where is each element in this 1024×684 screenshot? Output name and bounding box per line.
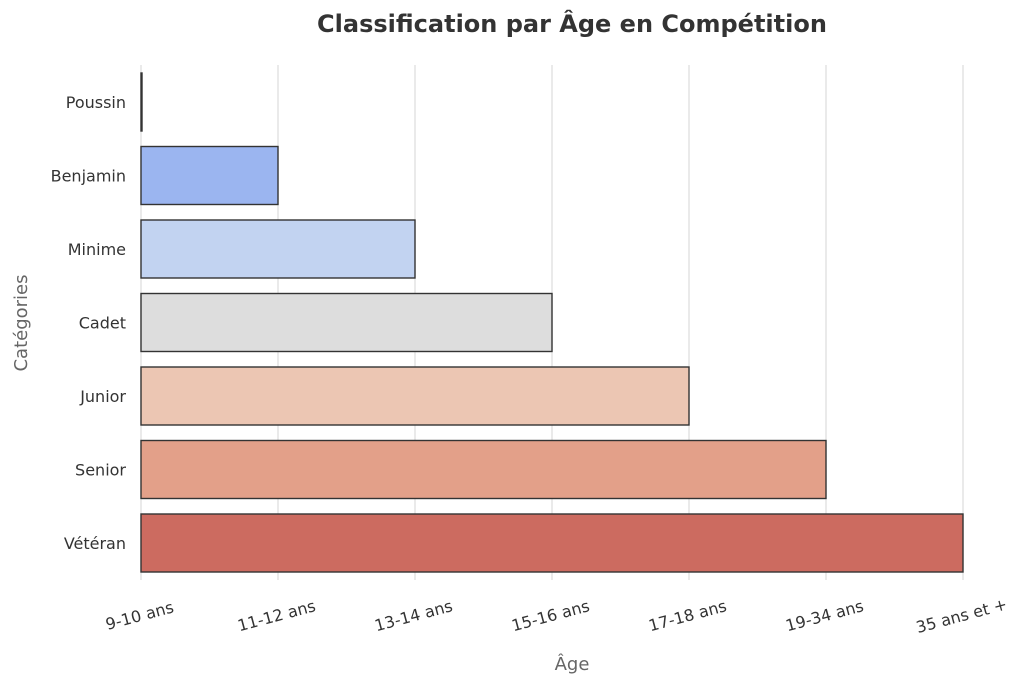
x-axis-label: Âge (555, 653, 590, 675)
bar-junior (140, 366, 690, 426)
bar-benjamin (140, 145, 279, 206)
x-tick-label: 11-12 ans (236, 596, 318, 635)
x-tick-label: 13-14 ans (373, 596, 455, 635)
y-tick-label: Senior (75, 461, 126, 480)
y-tick-label: Poussin (66, 93, 126, 112)
bar-cadet (140, 292, 553, 353)
y-axis-label: Catégories (11, 274, 32, 371)
x-tick-labels: 9-10 ans 11-12 ans 13-14 ans 15-16 ans 17-18… (103, 594, 1009, 637)
x-tick-label: 17-18 ans (647, 596, 729, 635)
bar-minime (140, 219, 416, 279)
x-tick-label: 15-16 ans (510, 596, 592, 635)
y-tick-label: Cadet (79, 314, 126, 333)
y-tick-labels: Poussin Benjamin Minime Cadet Junior Senior Vé… (51, 93, 127, 553)
bar-senior (140, 439, 827, 500)
x-tick-label: 9-10 ans (103, 597, 175, 633)
y-tick-label: Benjamin (51, 167, 126, 186)
y-tick-label: Vétéran (64, 534, 126, 553)
bar-poussin (140, 72, 143, 132)
y-tick-label: Junior (79, 387, 126, 406)
y-tick-label: Minime (68, 240, 126, 259)
chart-title: Classification par Âge en Compétition (317, 10, 827, 38)
bar-vétéran (140, 513, 964, 573)
x-tick-label: 19-34 ans (784, 596, 866, 635)
bars-group (140, 72, 964, 573)
x-tick-label: 35 ans et + (914, 594, 1009, 637)
